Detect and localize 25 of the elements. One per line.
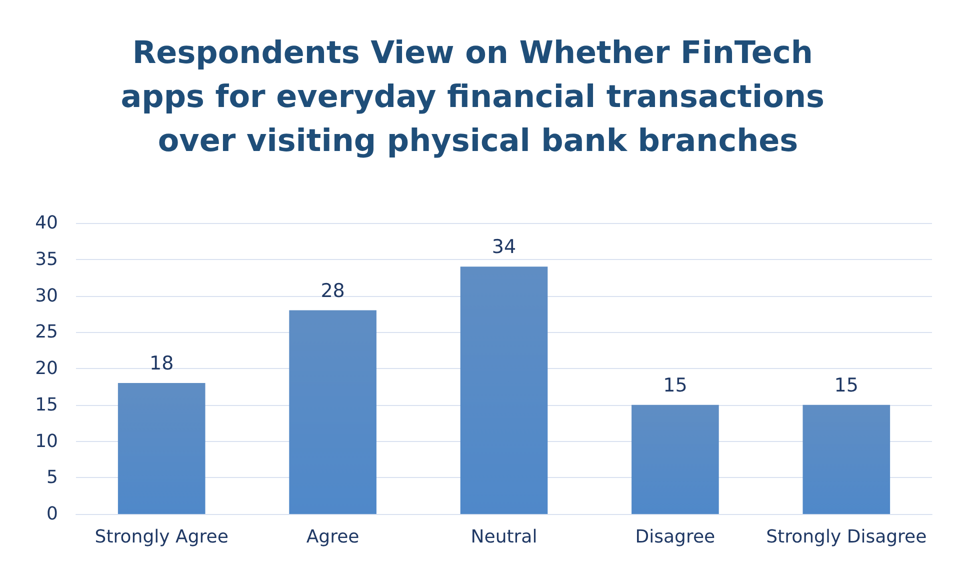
- data-label: 34: [492, 236, 516, 258]
- chart-title: Respondents View on Whether FinTech apps for everyday financial transactions over visiting physical bank branches: [120, 35, 836, 159]
- data-label: 15: [834, 374, 858, 396]
- bar: [632, 404, 719, 514]
- y-tick-label: 35: [35, 248, 58, 270]
- x-tick-label: Strongly Disagree: [766, 526, 927, 548]
- bar: [118, 383, 206, 514]
- y-tick-label: 25: [35, 322, 58, 343]
- y-tick-label: 20: [35, 358, 58, 379]
- data-label: 18: [150, 352, 174, 375]
- x-tick-label: Neutral: [470, 526, 538, 548]
- y-tick-label: 5: [46, 467, 58, 488]
- y-tick-label: 10: [35, 430, 58, 452]
- y-tick-label: 0: [46, 504, 58, 524]
- x-tick-label: Strongly Agree: [94, 526, 228, 548]
- bar: [802, 404, 890, 514]
- bar: [289, 310, 376, 514]
- x-tick-label: Agree: [306, 526, 360, 548]
- y-tick-label: 30: [35, 285, 58, 306]
- y-tick-label: 15: [35, 394, 58, 416]
- y-tick-label: 40: [35, 212, 58, 234]
- data-label: 15: [663, 374, 688, 396]
- x-tick-label: Disagree: [635, 526, 716, 548]
- data-label: 28: [320, 280, 345, 302]
- bar: [460, 266, 548, 514]
